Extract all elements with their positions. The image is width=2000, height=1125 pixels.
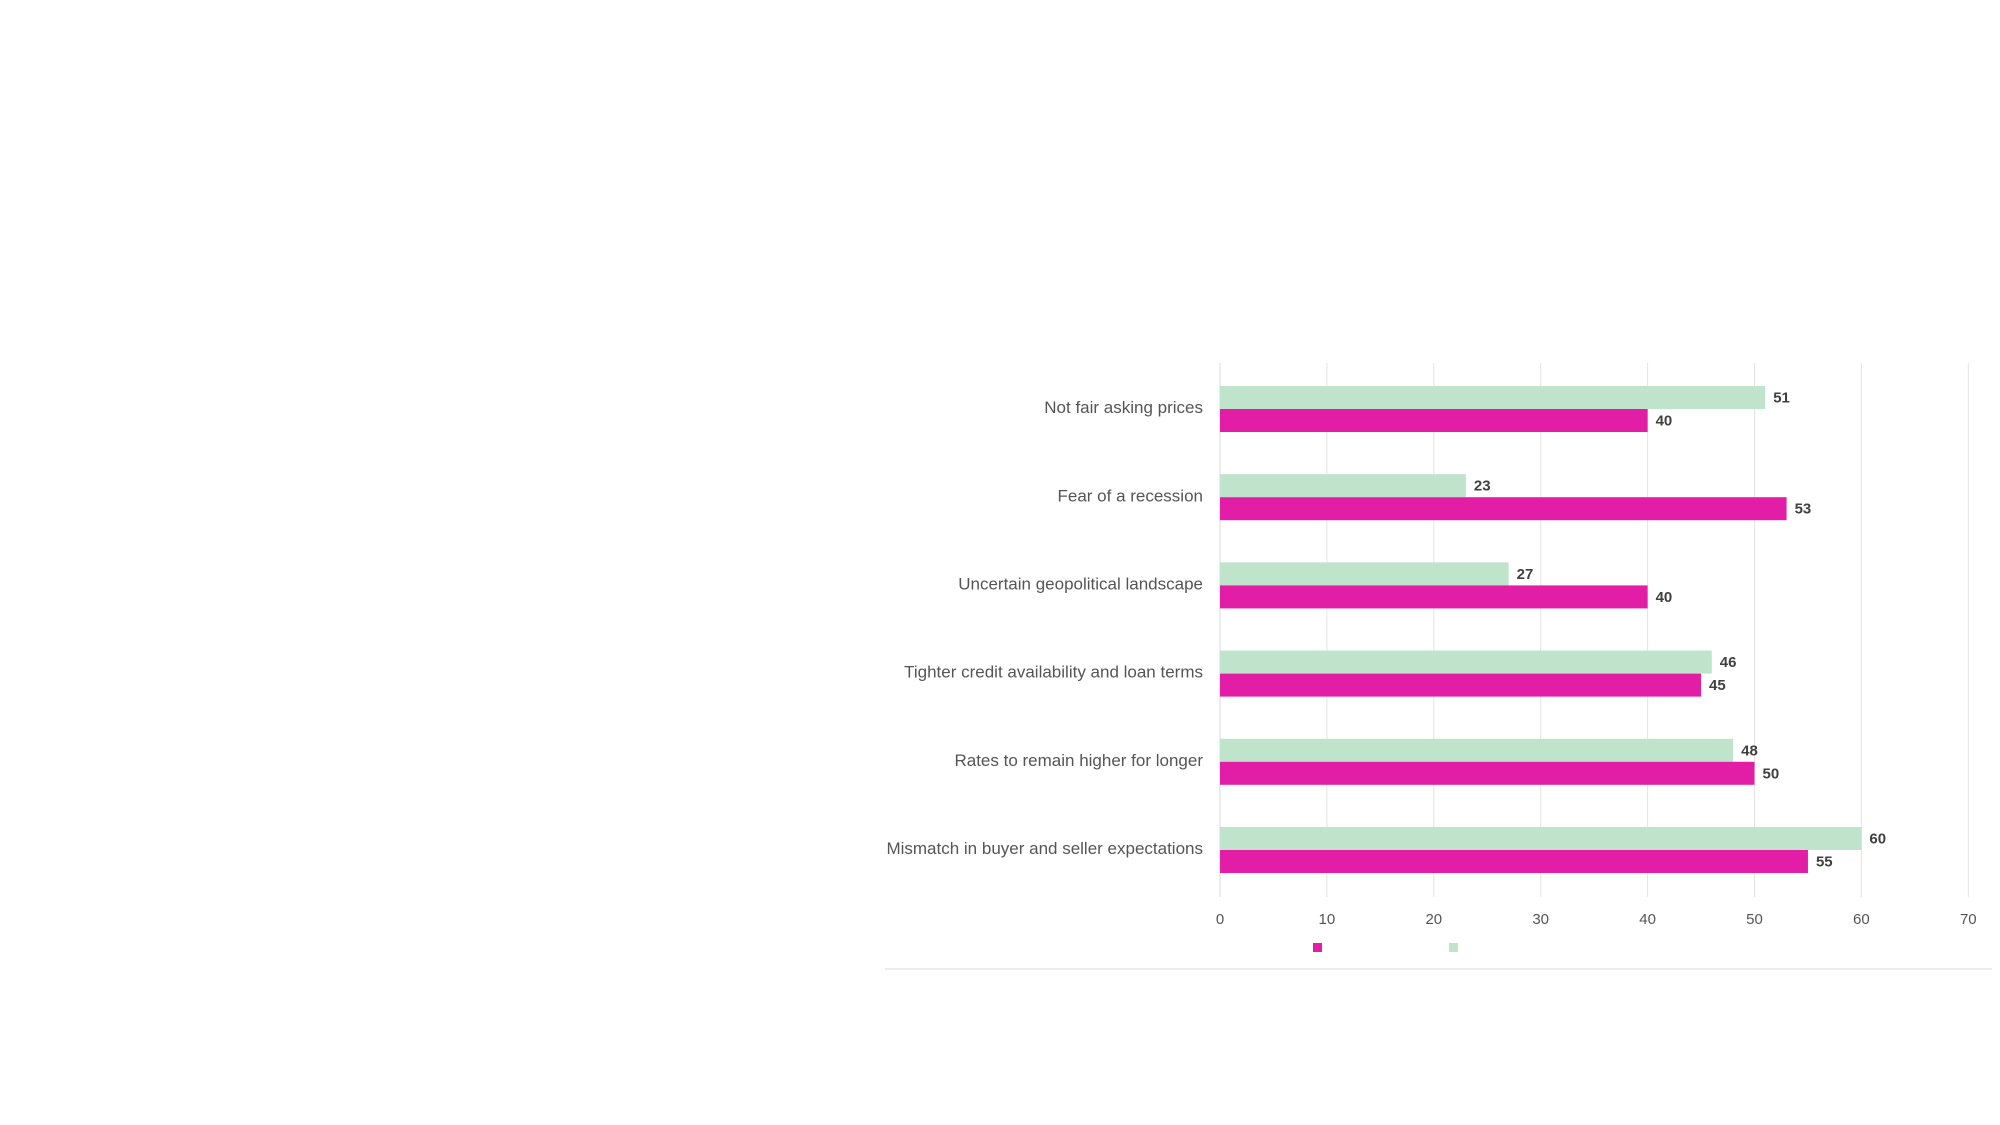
category-label: Fear of a recession (1057, 486, 1203, 505)
data-label: 51 (1773, 390, 1790, 407)
series-a-bar (1220, 474, 1466, 498)
data-label: 40 (1656, 413, 1673, 430)
data-label: 48 (1741, 742, 1758, 759)
x-tick-label: 60 (1853, 911, 1870, 928)
series-b-bar (1220, 761, 1755, 785)
series-b-bar (1220, 409, 1648, 432)
data-label: 45 (1709, 677, 1726, 694)
legend-swatch (1449, 943, 1458, 952)
category-label: Uncertain geopolitical landscape (958, 575, 1203, 594)
x-tick-label: 20 (1425, 911, 1442, 928)
series-a-bar (1220, 827, 1862, 850)
data-label: 46 (1720, 654, 1737, 671)
series-a-bar (1220, 738, 1734, 762)
x-tick-label: 10 (1319, 911, 1336, 928)
category-label: Rates to remain higher for longer (954, 751, 1203, 770)
category-label: Mismatch in buyer and seller expectation… (886, 839, 1203, 858)
x-tick-label: 30 (1532, 911, 1549, 928)
legend-swatch (1313, 943, 1322, 952)
data-label: 40 (1656, 589, 1673, 606)
data-label: 23 (1474, 478, 1491, 495)
data-label: 50 (1763, 765, 1780, 782)
x-tick-label: 0 (1216, 911, 1224, 928)
x-tick-label: 40 (1639, 911, 1656, 928)
series-b-bar (1220, 850, 1808, 873)
category-label: Not fair asking prices (1044, 398, 1203, 417)
series-a-bar (1220, 562, 1509, 586)
data-label: 27 (1517, 566, 1534, 583)
series-b-bar (1220, 497, 1787, 521)
data-label: 60 (1869, 831, 1886, 848)
series-b-bar (1220, 585, 1648, 609)
series-b-bar (1220, 673, 1702, 697)
series-a-bar (1220, 386, 1766, 409)
x-tick-label: 70 (1960, 911, 1977, 928)
x-tick-label: 50 (1746, 911, 1763, 928)
series-a-bar (1220, 650, 1712, 674)
data-label: 55 (1816, 854, 1833, 871)
category-label: Tighter credit availability and loan ter… (904, 663, 1203, 682)
data-label: 53 (1795, 501, 1812, 518)
